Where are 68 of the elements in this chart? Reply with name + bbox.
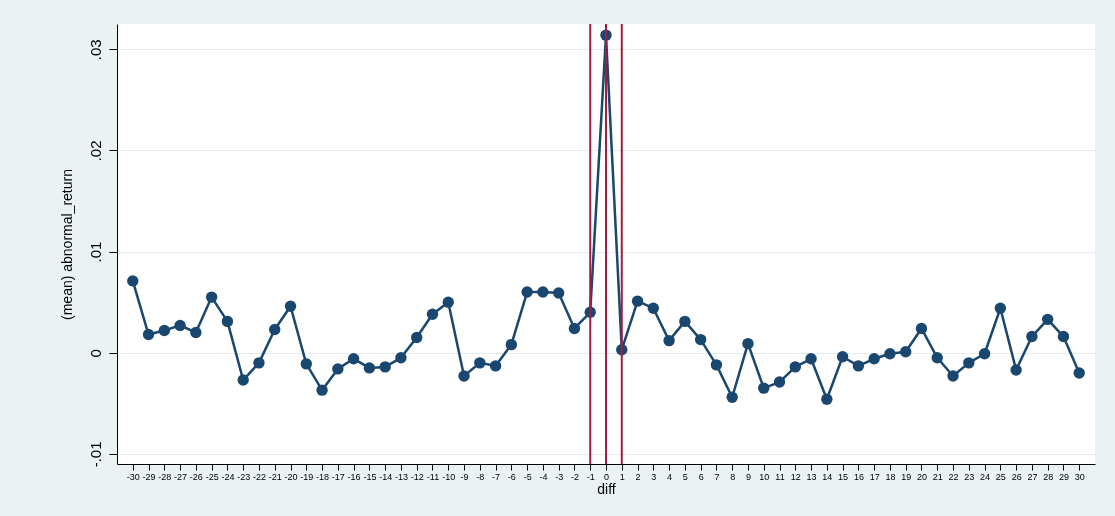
x-tick-label: 8: [730, 471, 736, 482]
x-tick-label: -10: [442, 471, 456, 482]
x-tick-label: -23: [237, 471, 251, 482]
x-tick-label: 16: [853, 471, 864, 482]
x-tick-label: -18: [316, 471, 330, 482]
x-tick-label: 24: [980, 471, 991, 482]
x-tick-label: 11: [775, 471, 785, 482]
x-tick-label: -3: [555, 471, 564, 482]
x-tick-label: -27: [174, 471, 188, 482]
x-tick-label: -22: [252, 471, 266, 482]
x-tick-label: 4: [667, 471, 673, 482]
x-tick-label: -5: [523, 471, 532, 482]
x-tick-label: -4: [539, 471, 548, 482]
x-axis-title: diff: [597, 480, 616, 497]
x-tick-label: -13: [394, 471, 408, 482]
x-tick-label: 19: [901, 471, 912, 482]
x-tick-label: -9: [460, 471, 469, 482]
y-tick-label: .01: [86, 241, 104, 263]
x-tick-label: 7: [714, 471, 720, 482]
x-tick-label: 6: [698, 471, 704, 482]
x-tick-label: -12: [410, 471, 424, 482]
x-tick-label: 27: [1027, 471, 1038, 482]
x-tick-label: 9: [745, 471, 751, 482]
x-tick-label: -21: [268, 471, 282, 482]
x-tick-label: 30: [1074, 471, 1085, 482]
x-tick-label: -19: [300, 471, 314, 482]
x-tick-label: -11: [426, 471, 440, 482]
x-tick-label: 13: [806, 471, 817, 482]
x-tick-label: -26: [189, 471, 203, 482]
x-tick-label: 22: [948, 471, 959, 482]
y-tick-label: 0: [86, 349, 104, 358]
x-tick-label: 29: [1058, 471, 1069, 482]
x-tick-label: 15: [838, 471, 849, 482]
x-tick-label: 25: [995, 471, 1006, 482]
x-tick-label: -17: [331, 471, 345, 482]
x-tick-label: 17: [869, 471, 880, 482]
x-tick-label: -25: [205, 471, 219, 482]
x-tick-label: 12: [790, 471, 801, 482]
x-tick-label: 26: [1011, 471, 1022, 482]
y-tick-label: -.01: [86, 441, 104, 468]
y-tick-label: .02: [86, 140, 104, 162]
x-tick-label: -2: [570, 471, 579, 482]
x-tick-label: -16: [347, 471, 361, 482]
x-tick-label: -1: [586, 471, 595, 482]
y-axis-title: (mean) abnormal_return: [58, 169, 75, 320]
x-tick-label: -28: [158, 471, 172, 482]
x-tick-label: 20: [916, 471, 927, 482]
x-tick-label: 23: [964, 471, 975, 482]
x-tick-label: -15: [363, 471, 377, 482]
x-tick-label: 2: [635, 471, 641, 482]
x-tick-label: -14: [379, 471, 393, 482]
x-tick-label: 18: [885, 471, 896, 482]
x-tick-label: 1: [619, 471, 625, 482]
x-tick-label: 10: [759, 471, 770, 482]
x-tick-label: -7: [492, 471, 501, 482]
x-tick-label: 14: [822, 471, 833, 482]
x-tick-label: -8: [476, 471, 485, 482]
x-tick-label: -29: [142, 471, 156, 482]
x-tick-label: 21: [932, 471, 943, 482]
x-tick-label: -24: [221, 471, 235, 482]
x-tick-label: 28: [1043, 471, 1054, 482]
x-tick-label: -20: [284, 471, 298, 482]
x-tick-label: 0: [603, 471, 610, 482]
y-tick-label: .03: [86, 39, 104, 61]
x-tick-label: 3: [651, 471, 657, 482]
x-tick-label: -30: [126, 471, 140, 482]
x-tick-label: 5: [682, 471, 688, 482]
x-tick-label: -6: [507, 471, 516, 482]
